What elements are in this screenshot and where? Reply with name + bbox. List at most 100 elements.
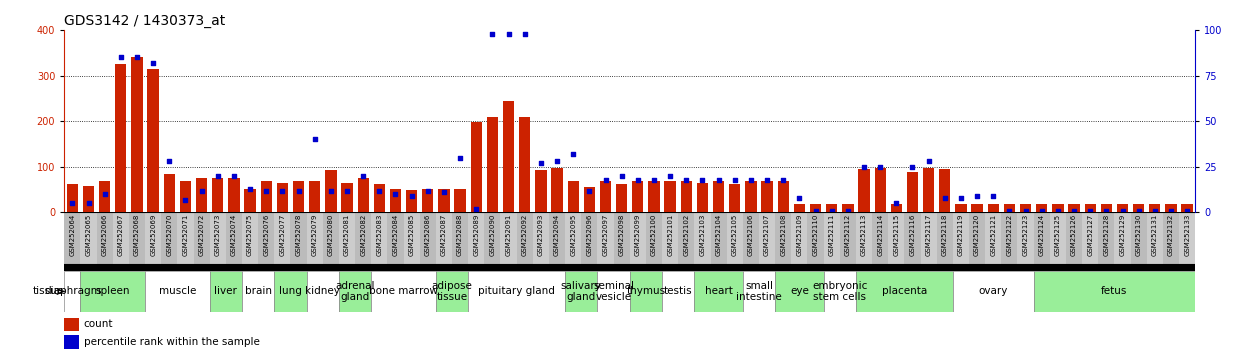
Bar [583,187,595,212]
Point [692,177,712,182]
Bar [1068,204,1080,212]
Bar [823,271,857,312]
Bar [761,181,772,212]
Bar [339,212,355,264]
Point [548,159,567,164]
Bar [1083,212,1099,264]
Bar [937,212,953,264]
Text: GSM252066: GSM252066 [101,213,108,256]
Bar [857,212,873,264]
Text: GSM252080: GSM252080 [328,213,334,256]
Bar [80,271,145,312]
Bar [1117,204,1128,212]
Bar [339,271,371,312]
Bar [743,212,759,264]
Bar [873,212,889,264]
Bar [129,212,145,264]
Text: GSM252112: GSM252112 [845,213,850,256]
Bar [1001,212,1017,264]
Text: count: count [84,319,114,329]
Bar [83,186,94,212]
Point [1016,208,1036,213]
Text: GSM252082: GSM252082 [360,213,366,256]
Point [289,188,309,193]
Point [79,200,99,206]
Point [208,173,227,179]
Bar [436,271,468,312]
Bar [309,181,320,212]
Bar [210,271,242,312]
Bar [213,178,224,212]
Text: GSM252069: GSM252069 [150,213,156,256]
Point [676,177,696,182]
Bar [713,181,724,212]
Bar [517,212,533,264]
Text: GSM252127: GSM252127 [1088,213,1093,256]
Text: GSM252130: GSM252130 [1136,213,1142,256]
Bar [325,171,336,212]
Bar [274,212,290,264]
Bar [67,184,78,212]
Point [918,159,938,164]
Bar [323,212,339,264]
Text: kidney: kidney [305,286,340,296]
Text: GSM252102: GSM252102 [684,213,690,256]
Bar [245,189,256,212]
Text: ovary: ovary [979,286,1007,296]
Bar [1020,204,1031,212]
Bar [274,271,307,312]
Point [111,55,131,60]
Bar [599,181,611,212]
Bar [439,189,450,212]
Bar [242,271,274,312]
Text: GSM252124: GSM252124 [1038,213,1044,256]
Bar [743,271,775,312]
Point [159,159,179,164]
Text: GSM252104: GSM252104 [716,213,722,256]
Text: GSM252074: GSM252074 [231,213,237,256]
Text: GSM252065: GSM252065 [85,213,91,256]
Text: liver: liver [214,286,237,296]
Text: salivary
gland: salivary gland [561,281,602,302]
Text: GSM252078: GSM252078 [295,213,302,256]
Text: GSM252093: GSM252093 [538,213,544,256]
Text: percentile rank within the sample: percentile rank within the sample [84,337,260,347]
Bar [551,168,562,212]
Text: GSM252068: GSM252068 [133,213,140,256]
Bar [96,212,112,264]
Bar [649,181,660,212]
Point [224,173,243,179]
Bar [357,178,368,212]
Text: GSM252128: GSM252128 [1104,213,1110,256]
Bar [1147,212,1163,264]
Bar [371,271,436,312]
Bar [1036,204,1047,212]
Bar [277,183,288,212]
Point [724,177,744,182]
Text: GSM252131: GSM252131 [1152,213,1158,256]
Bar [1133,204,1145,212]
Bar [1017,212,1033,264]
Bar [145,271,210,312]
Bar [939,169,950,212]
Bar [613,212,629,264]
Text: GSM252064: GSM252064 [69,213,75,256]
Point [596,177,616,182]
Bar [971,204,983,212]
Bar [161,212,178,264]
Bar [905,212,921,264]
Point [321,188,341,193]
Bar [907,172,918,212]
Bar [581,212,597,264]
Point [1145,208,1164,213]
Text: brain: brain [245,286,272,296]
Text: GSM252092: GSM252092 [522,213,528,256]
Point [660,173,680,179]
Bar [662,212,679,264]
Bar [891,204,902,212]
Point [1080,208,1100,213]
Text: thymus: thymus [627,286,665,296]
Point [176,197,195,202]
Bar [921,212,937,264]
Bar [662,271,695,312]
